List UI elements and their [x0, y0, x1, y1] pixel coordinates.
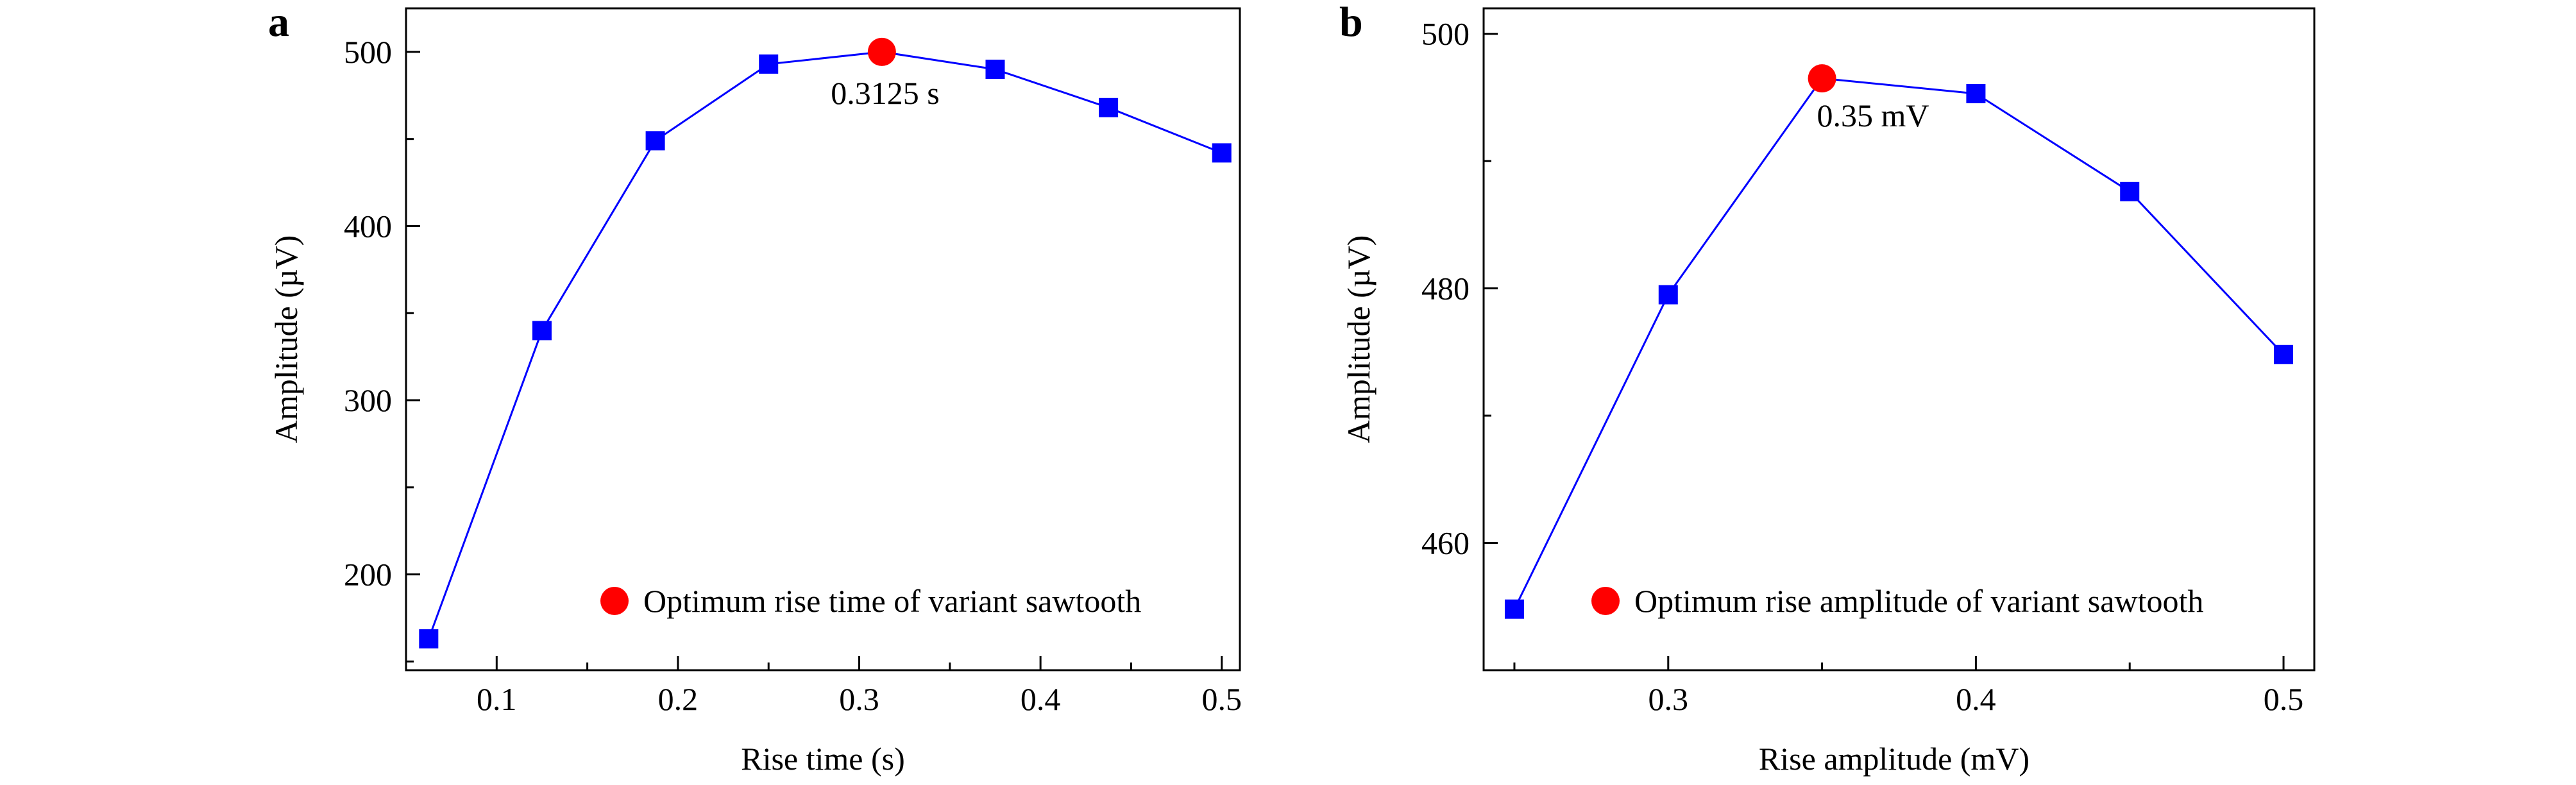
data-point: [1658, 285, 1678, 305]
x-tick-label: 0.3: [839, 681, 879, 717]
x-ticks: 0.3 0.4 0.5: [1513, 656, 2304, 717]
x-tick-label: 0.1: [477, 681, 517, 717]
y-axis-label: Amplitude (µV): [268, 235, 304, 444]
optimum-point: [867, 37, 896, 66]
data-point: [2120, 181, 2140, 201]
legend-entry: Optimum rise time of variant sawtooth: [643, 583, 1141, 619]
data-point: [1099, 97, 1119, 117]
data-point: [2274, 344, 2294, 364]
panel-label: a: [268, 0, 289, 46]
series-line: [1513, 77, 2285, 610]
y-tick-label: 200: [344, 557, 392, 593]
legend-entry: Optimum rise amplitude of variant sawtoo…: [1634, 583, 2203, 619]
x-axis-label: Rise time (s): [741, 741, 905, 777]
x-tick-label: 0.2: [658, 681, 699, 717]
plot-frame: [1482, 7, 2316, 671]
series-line: [427, 51, 1223, 639]
data-point: [419, 629, 439, 649]
y-tick-label: 460: [1421, 525, 1470, 561]
x-tick-label: 0.3: [1648, 681, 1689, 717]
chart-panel-b: b 0.3 0.4 0.5 460 480 500 0.35 mV Optimum ri…: [1339, 0, 2316, 777]
series-layer: [1504, 64, 2294, 619]
data-point: [985, 60, 1005, 80]
y-tick-label: 400: [344, 208, 392, 244]
y-ticks: 200 300 400 500: [344, 34, 420, 663]
x-tick-label: 0.4: [1021, 681, 1061, 717]
y-axis-label: Amplitude (µV): [1341, 235, 1377, 444]
x-axis-label: Rise amplitude (mV): [1759, 741, 2029, 777]
highlight-annotation: 0.35 mV: [1817, 97, 1929, 133]
data-point: [759, 54, 779, 74]
y-ticks: 460 480 500: [1421, 16, 1498, 561]
y-tick-label: 300: [344, 382, 392, 418]
data-point: [645, 131, 665, 151]
data-point: [1504, 599, 1524, 619]
plot-frame: [405, 7, 1241, 671]
legend-marker: [600, 587, 629, 615]
x-tick-label: 0.5: [1201, 681, 1242, 717]
legend: Optimum rise amplitude of variant sawtoo…: [1591, 583, 2203, 619]
x-tick-label: 0.4: [1956, 681, 1996, 717]
series-layer: [419, 37, 1232, 649]
y-tick-label: 500: [344, 34, 392, 70]
data-point: [1212, 143, 1232, 163]
legend-marker: [1591, 587, 1620, 615]
x-tick-label: 0.5: [2264, 681, 2304, 717]
legend: Optimum rise time of variant sawtooth: [600, 583, 1141, 619]
data-point: [1966, 83, 1986, 103]
highlight-annotation: 0.3125 s: [831, 75, 939, 111]
panel-label: b: [1339, 0, 1363, 46]
y-tick-label: 500: [1421, 16, 1470, 52]
data-point: [532, 321, 552, 341]
optimum-point: [1808, 64, 1836, 93]
y-tick-label: 480: [1421, 271, 1470, 307]
x-ticks: 0.1 0.2 0.3 0.4 0.5: [477, 656, 1242, 717]
